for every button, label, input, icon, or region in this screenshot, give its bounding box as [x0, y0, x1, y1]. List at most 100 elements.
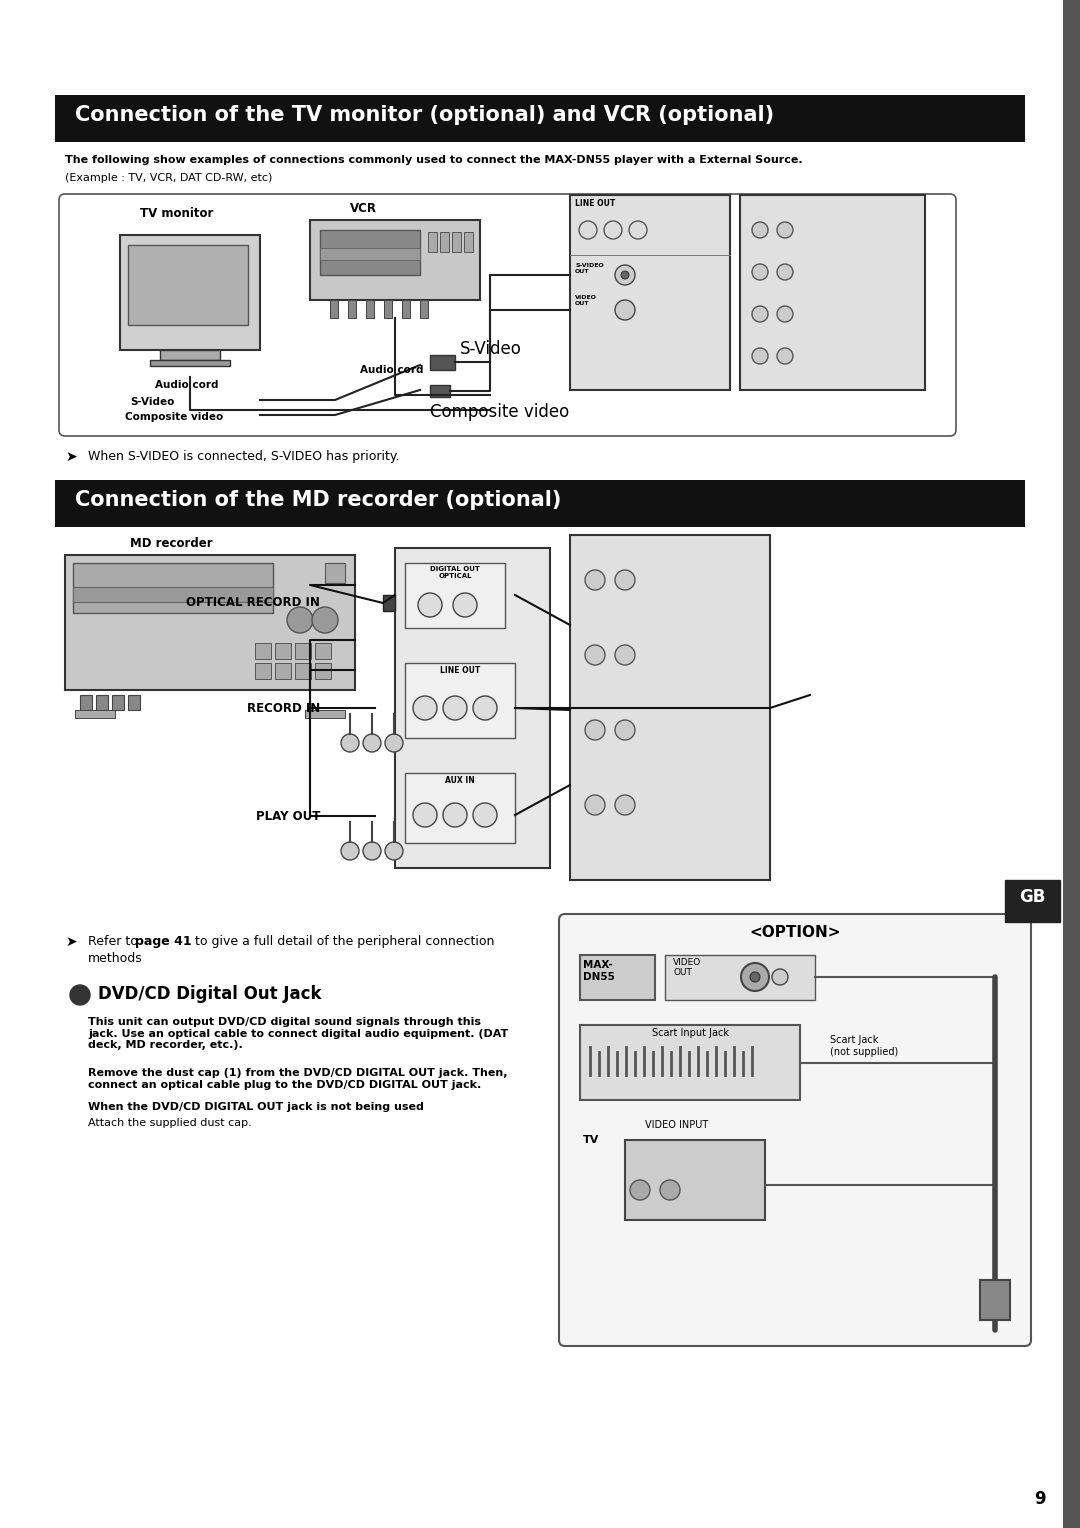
Circle shape	[287, 607, 313, 633]
Circle shape	[752, 222, 768, 238]
Circle shape	[777, 348, 793, 364]
Bar	[980, 1280, 1010, 1320]
Bar	[295, 643, 311, 659]
Bar	[384, 299, 392, 318]
Bar	[275, 663, 291, 678]
Circle shape	[585, 795, 605, 814]
Bar	[305, 711, 345, 718]
Text: RECORD IN: RECORD IN	[246, 701, 320, 715]
Text: VIDEO INPUT: VIDEO INPUT	[645, 1120, 708, 1131]
Text: Composite video: Composite video	[125, 413, 224, 422]
Text: Refer to: Refer to	[87, 935, 141, 947]
Text: Audio cord: Audio cord	[360, 365, 423, 374]
Text: OPTICAL RECORD IN: OPTICAL RECORD IN	[186, 596, 320, 610]
Circle shape	[621, 270, 629, 280]
Text: GB: GB	[1018, 888, 1045, 906]
Bar	[150, 361, 230, 367]
Text: S-Video: S-Video	[130, 397, 174, 406]
FancyBboxPatch shape	[559, 914, 1031, 1346]
Bar	[75, 711, 114, 718]
Circle shape	[413, 804, 437, 827]
Text: ➤: ➤	[65, 451, 77, 465]
Bar	[405, 663, 515, 738]
Circle shape	[443, 804, 467, 827]
Circle shape	[629, 222, 647, 238]
Circle shape	[453, 593, 477, 617]
Text: VCR: VCR	[350, 202, 377, 215]
Bar	[580, 1025, 800, 1100]
Circle shape	[772, 969, 788, 986]
Bar	[405, 562, 505, 628]
Circle shape	[777, 264, 793, 280]
Circle shape	[585, 570, 605, 590]
Circle shape	[615, 299, 635, 319]
Text: AUX IN: AUX IN	[445, 776, 475, 785]
Circle shape	[341, 842, 359, 860]
Circle shape	[585, 720, 605, 740]
Bar	[665, 955, 815, 999]
Bar	[129, 244, 248, 325]
Text: S-VIDEO
OUT: S-VIDEO OUT	[575, 263, 604, 274]
Bar	[366, 299, 374, 318]
Text: LINE OUT: LINE OUT	[440, 666, 481, 675]
Circle shape	[384, 733, 403, 752]
Text: MAX-
DN55: MAX- DN55	[583, 960, 615, 981]
Circle shape	[473, 804, 497, 827]
Bar	[395, 549, 550, 868]
Bar	[73, 587, 273, 602]
Text: to give a full detail of the peripheral connection: to give a full detail of the peripheral …	[191, 935, 495, 947]
Bar	[65, 555, 355, 691]
Bar	[428, 232, 437, 252]
Text: When the DVD/CD DIGITAL OUT jack is not being used: When the DVD/CD DIGITAL OUT jack is not …	[87, 1102, 423, 1112]
Circle shape	[384, 842, 403, 860]
Bar	[320, 248, 420, 260]
Text: Connection of the MD recorder (optional): Connection of the MD recorder (optional)	[75, 490, 562, 510]
Bar	[96, 695, 108, 711]
Bar	[320, 231, 420, 275]
Circle shape	[473, 695, 497, 720]
Circle shape	[777, 222, 793, 238]
Bar	[73, 562, 273, 613]
Circle shape	[70, 986, 90, 1005]
Circle shape	[752, 348, 768, 364]
Circle shape	[615, 795, 635, 814]
Text: When S-VIDEO is connected, S-VIDEO has priority.: When S-VIDEO is connected, S-VIDEO has p…	[87, 451, 400, 463]
Bar	[80, 695, 92, 711]
Circle shape	[363, 842, 381, 860]
Text: TV monitor: TV monitor	[140, 206, 214, 220]
Circle shape	[741, 963, 769, 992]
Circle shape	[341, 733, 359, 752]
Circle shape	[750, 972, 760, 983]
Text: Scart Input Jack: Scart Input Jack	[651, 1028, 729, 1038]
Bar	[405, 773, 515, 843]
Bar	[430, 354, 455, 370]
Circle shape	[752, 264, 768, 280]
Bar	[453, 232, 461, 252]
Text: (Example : TV, VCR, DAT CD-RW, etc): (Example : TV, VCR, DAT CD-RW, etc)	[65, 173, 272, 183]
Text: The following show examples of connections commonly used to connect the MAX-DN55: The following show examples of connectio…	[65, 154, 802, 165]
Text: 9: 9	[1035, 1490, 1045, 1508]
Bar	[55, 480, 1025, 527]
Text: Remove the dust cap (1) from the DVD/CD DIGITAL OUT jack. Then,
connect an optic: Remove the dust cap (1) from the DVD/CD …	[87, 1068, 508, 1089]
Text: VIDEO
OUT: VIDEO OUT	[673, 958, 701, 978]
Text: Connection of the TV monitor (optional) and VCR (optional): Connection of the TV monitor (optional) …	[75, 105, 774, 125]
Bar	[570, 196, 730, 390]
Circle shape	[615, 720, 635, 740]
Bar	[295, 663, 311, 678]
Text: S-Video: S-Video	[460, 341, 522, 358]
Circle shape	[630, 1180, 650, 1199]
Bar	[402, 299, 410, 318]
Bar	[255, 643, 271, 659]
Bar	[275, 643, 291, 659]
Bar	[315, 663, 330, 678]
Circle shape	[363, 733, 381, 752]
Bar	[1063, 0, 1080, 1528]
Bar	[129, 695, 140, 711]
Bar	[430, 385, 450, 397]
Text: <OPTION>: <OPTION>	[750, 924, 840, 940]
Bar	[325, 562, 345, 584]
Bar	[580, 955, 654, 999]
Circle shape	[443, 695, 467, 720]
Bar	[740, 196, 924, 390]
Text: DIGITAL OUT
OPTICAL: DIGITAL OUT OPTICAL	[430, 565, 480, 579]
